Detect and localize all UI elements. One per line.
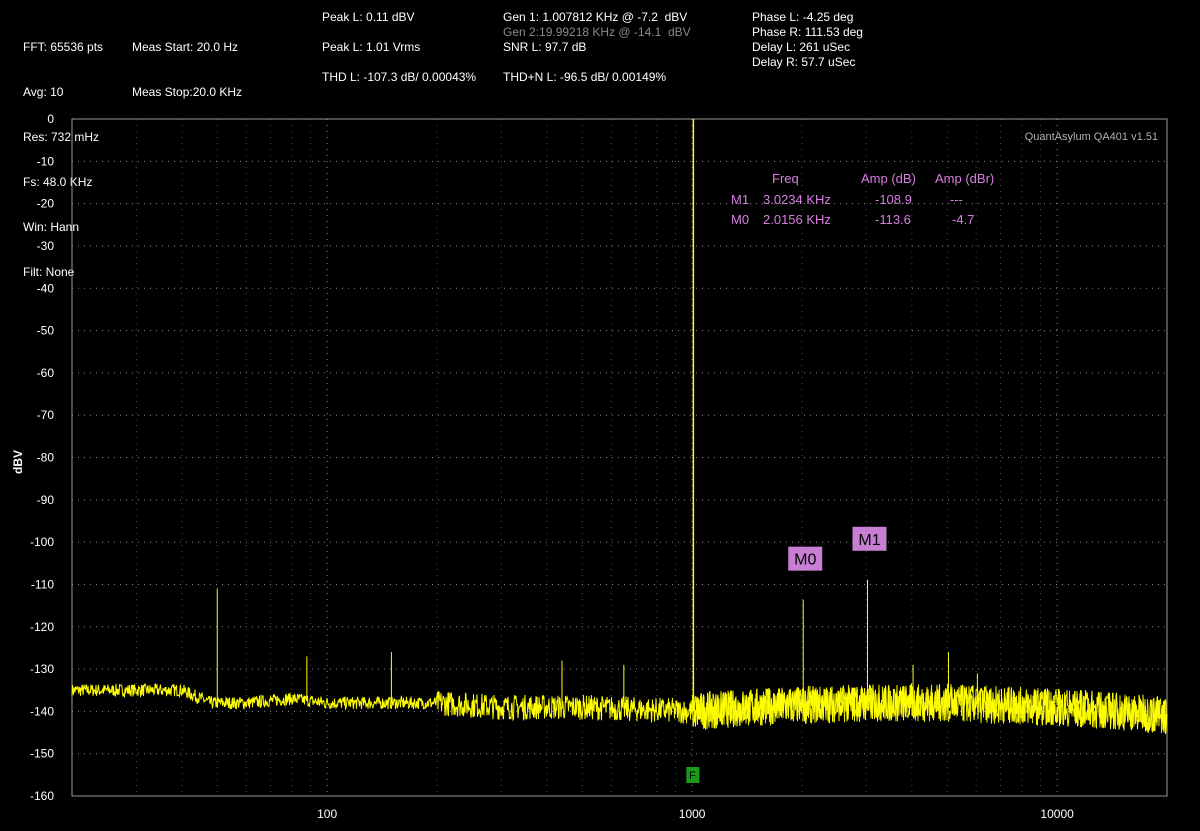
marker-table-row-freq: 2.0156 KHz bbox=[763, 212, 831, 227]
snr-l: SNR L: 97.7 dB bbox=[503, 40, 587, 54]
marker-table-row-amp-dbr: --- bbox=[950, 192, 963, 207]
marker-label-box bbox=[852, 526, 887, 551]
x-tick-label: 10000 bbox=[1040, 807, 1074, 821]
marker-label-box bbox=[788, 546, 823, 571]
x-tick-label: 100 bbox=[317, 807, 337, 821]
peak-l-vrms: Peak L: 1.01 Vrms bbox=[322, 40, 421, 54]
y-tick-label: -30 bbox=[37, 239, 55, 253]
y-tick-label: -70 bbox=[37, 408, 55, 422]
y-tick-label: -140 bbox=[30, 704, 54, 718]
phase-l: Phase L: -4.25 deg bbox=[752, 10, 854, 24]
spectrum-trace-noise-band bbox=[692, 683, 1168, 734]
fft-info-line: Res: 732 mHz bbox=[23, 130, 100, 144]
marker-table-row-amp-dbr: -4.7 bbox=[952, 212, 974, 227]
thdn-l: THD+N L: -96.5 dB/ 0.00149% bbox=[503, 70, 667, 84]
marker-table-row-id: M0 bbox=[731, 212, 749, 227]
spectrum-trace-group bbox=[71, 682, 1168, 735]
marker-table: Freq Amp (dB) Amp (dBr) M1 3.0234 KHz -1… bbox=[731, 171, 994, 227]
marker-table-row-freq: 3.0234 KHz bbox=[763, 192, 831, 207]
marker-labels: M0 M1 F bbox=[686, 526, 887, 783]
y-axis-ticks: 0 -10 -20 -30 -40 -50 -60 -70 -80 -90 -100 -110 -120… bbox=[30, 112, 54, 803]
spectrum-peaks bbox=[216, 119, 978, 712]
x-tick-label: 1000 bbox=[679, 807, 706, 821]
marker-table-header-freq: Freq bbox=[772, 171, 799, 186]
fft-info-line: Avg: 10 bbox=[23, 85, 64, 99]
y-tick-label: -160 bbox=[30, 789, 54, 803]
peak-l-dbv: Peak L: 0.11 dBV bbox=[322, 10, 415, 24]
marker-table-row-amp-db: -113.6 bbox=[875, 212, 911, 227]
marker-label: M1 bbox=[858, 532, 880, 549]
f-marker-box bbox=[686, 767, 700, 783]
fft-info-block: FFT: 65536 pts Avg: 10 Res: 732 mHz Fs: … bbox=[23, 10, 103, 295]
y-tick-label: -100 bbox=[30, 535, 54, 549]
thd-l: THD L: -107.3 dB/ 0.00043% bbox=[322, 70, 477, 84]
y-tick-label: -80 bbox=[37, 451, 55, 465]
y-tick-label: -110 bbox=[31, 577, 54, 591]
x-axis-ticks: 100 1000 10000 bbox=[317, 807, 1074, 821]
spectrum-trace bbox=[71, 682, 1168, 735]
f-marker-label: F bbox=[689, 770, 696, 782]
marker-table-header-amp-db: Amp (dB) bbox=[861, 171, 916, 186]
y-tick-label: -120 bbox=[30, 620, 54, 634]
delay-l: Delay L: 261 uSec bbox=[752, 40, 851, 54]
phase-r: Phase R: 111.53 deg bbox=[752, 25, 863, 39]
delay-r: Delay R: 57.7 uSec bbox=[752, 55, 856, 69]
brand-label: QuantAsylum QA401 v1.51 bbox=[1025, 131, 1158, 143]
meas-stop: Meas Stop:20.0 KHz bbox=[132, 85, 243, 99]
gen1-readout: Gen 1: 1.007812 KHz @ -7.2 dBV bbox=[503, 10, 688, 24]
y-tick-label: -10 bbox=[37, 154, 55, 168]
marker-label: M0 bbox=[794, 552, 816, 569]
y-tick-label: 0 bbox=[47, 112, 54, 126]
gen2-readout: Gen 2:19.99218 KHz @ -14.1 dBV bbox=[503, 25, 691, 39]
y-tick-label: -20 bbox=[37, 197, 55, 211]
meas-range-block: Meas Start: 20.0 Hz Meas Stop:20.0 KHz bbox=[132, 10, 242, 115]
marker-table-row-amp-db: -108.9 bbox=[875, 192, 912, 207]
y-tick-label: -50 bbox=[37, 324, 55, 338]
y-tick-label: -40 bbox=[37, 281, 55, 295]
meas-start: Meas Start: 20.0 Hz bbox=[132, 40, 239, 54]
y-tick-label: -90 bbox=[37, 493, 55, 507]
y-tick-label: -130 bbox=[30, 662, 54, 676]
fft-info-line: Fs: 48.0 KHz bbox=[23, 175, 93, 189]
y-axis-label: dBV bbox=[11, 450, 25, 474]
fft-info-line: Filt: None bbox=[23, 265, 75, 279]
y-tick-label: -150 bbox=[30, 747, 54, 761]
fft-info-line: FFT: 65536 pts bbox=[23, 40, 104, 54]
marker-table-row-id: M1 bbox=[731, 192, 749, 207]
marker-table-header-amp-dbr: Amp (dBr) bbox=[935, 171, 994, 186]
y-tick-label: -60 bbox=[37, 366, 55, 380]
grid-lines bbox=[72, 119, 1167, 796]
